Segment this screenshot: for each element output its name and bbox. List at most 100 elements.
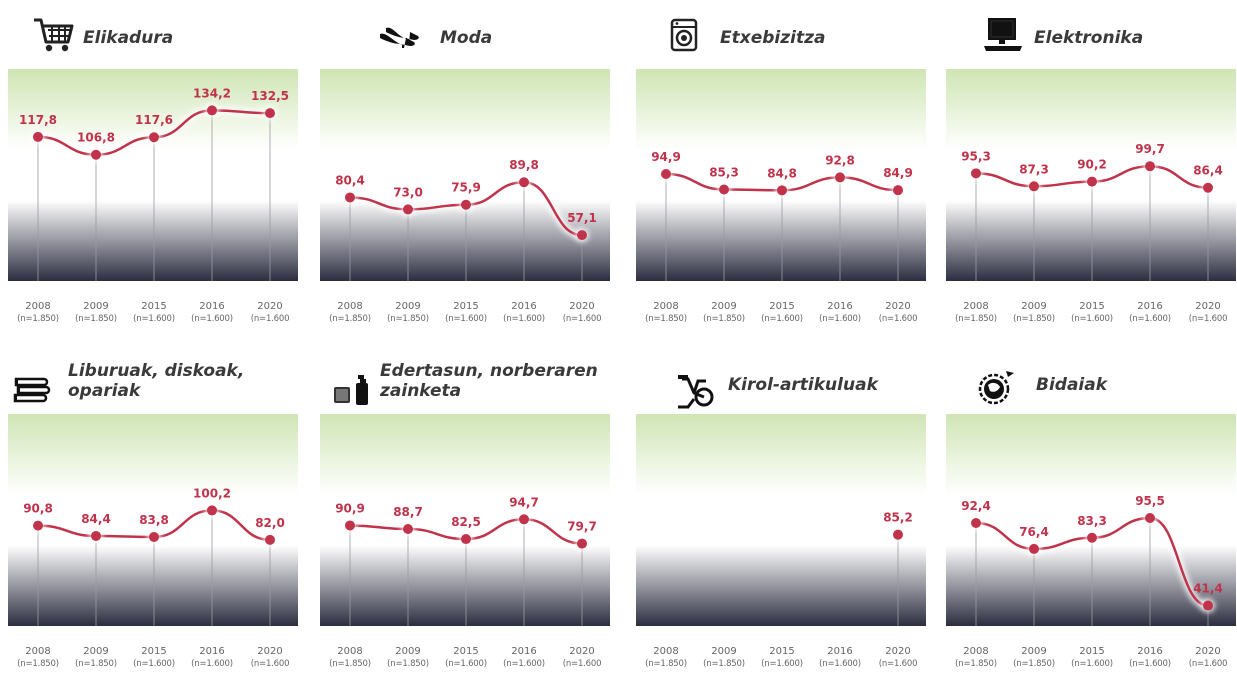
- data-point: [345, 192, 355, 203]
- plot-area: 80,4 73,0 75,9 89,8 57,1: [320, 69, 610, 281]
- data-point: [519, 177, 529, 188]
- year-label: 2008: [963, 646, 989, 657]
- x-tick-label: 2015 (n=1.600): [1057, 645, 1127, 670]
- year-label: 2015: [141, 646, 167, 657]
- data-point: [1087, 532, 1097, 543]
- x-tick-label: 2015 (n=1.600): [119, 645, 189, 670]
- x-tick-label: 2008 (n=1.850): [941, 300, 1011, 325]
- x-tick-label: 2008 (n=1.850): [3, 645, 73, 670]
- data-point: [971, 168, 981, 179]
- plot-area: 90,9 88,7 82,5 94,7 79,7: [320, 414, 610, 626]
- chart-svg: 90,9 88,7 82,5 94,7 79,7: [320, 414, 610, 626]
- data-point: [91, 149, 101, 160]
- plot-area: 94,9 85,3 84,8 92,8 84,9: [636, 69, 926, 281]
- data-point: [577, 230, 587, 241]
- data-label: 88,7: [393, 505, 423, 519]
- data-label: 80,4: [335, 173, 365, 187]
- data-label: 75,9: [451, 181, 481, 195]
- sample-size-label: (n=1.850): [17, 314, 59, 324]
- data-point: [519, 514, 529, 525]
- chart-svg: 90,8 84,4 83,8 100,2 82,0: [8, 414, 298, 626]
- sample-size-label: (n=1.600): [503, 314, 545, 324]
- x-tick-label: 2008 (n=1.850): [315, 645, 385, 670]
- plot-background: [320, 414, 610, 626]
- sample-size-label: (n=1.600: [250, 659, 290, 669]
- data-point: [835, 172, 845, 183]
- year-label: 2008: [25, 301, 51, 312]
- sample-size-label: (n=1.600): [445, 314, 487, 324]
- chart-svg: 80,4 73,0 75,9 89,8 57,1: [320, 69, 610, 281]
- x-tick-label: 2020 (n=1.600: [1173, 645, 1237, 670]
- x-tick-label: 2020 (n=1.600: [1173, 300, 1237, 325]
- x-tick-label: 2008 (n=1.850): [631, 645, 701, 670]
- plot-area: 95,3 87,3 90,2 99,7 86,4: [946, 69, 1236, 281]
- data-label: 90,2: [1077, 158, 1107, 172]
- x-tick-label: 2009 (n=1.850): [999, 300, 1069, 325]
- sample-size-label: (n=1.850): [703, 314, 745, 324]
- panel-title: Liburuak, diskoak, opariak: [68, 361, 245, 401]
- sample-size-label: (n=1.850): [329, 314, 371, 324]
- x-axis-labels: 2008 (n=1.850) 2009 (n=1.850) 2015 (n=1.600) 2…: [636, 300, 926, 334]
- x-tick-label: 2016 (n=1.600): [1115, 645, 1185, 670]
- year-label: 2015: [1079, 646, 1105, 657]
- data-label: 85,3: [709, 166, 739, 180]
- sample-size-label: (n=1.600): [133, 314, 175, 324]
- sample-size-label: (n=1.600: [562, 314, 602, 324]
- data-point: [461, 199, 471, 210]
- data-point: [1203, 182, 1213, 193]
- data-label: 83,8: [139, 513, 169, 527]
- sample-size-label: (n=1.850): [645, 314, 687, 324]
- data-point: [1029, 543, 1039, 554]
- data-label: 95,5: [1135, 494, 1165, 508]
- panel-title: Etxebizitza: [720, 28, 826, 48]
- x-tick-label: 2020 (n=1.600: [235, 645, 305, 670]
- year-label: 2020: [569, 646, 595, 657]
- data-point: [207, 105, 217, 116]
- data-point: [149, 132, 159, 143]
- x-tick-label: 2009 (n=1.850): [689, 645, 759, 670]
- sample-size-label: (n=1.600): [1071, 659, 1113, 669]
- year-label: 2015: [141, 301, 167, 312]
- plot-area: 92,4 76,4 83,3 95,5 41,4: [946, 414, 1236, 626]
- data-point: [1087, 176, 1097, 187]
- sample-size-label: (n=1.850): [1013, 659, 1055, 669]
- sample-size-label: (n=1.850): [387, 314, 429, 324]
- year-label: 2009: [83, 301, 109, 312]
- globe-travel-icon: [972, 365, 1018, 409]
- data-label: 94,9: [651, 150, 681, 164]
- sample-size-label: (n=1.600): [819, 659, 861, 669]
- chart-svg: 92,4 76,4 83,3 95,5 41,4: [946, 414, 1236, 626]
- plot-background: [8, 69, 298, 281]
- data-label: 85,2: [883, 511, 913, 525]
- x-tick-label: 2016 (n=1.600): [177, 645, 247, 670]
- sample-size-label: (n=1.600: [878, 659, 918, 669]
- exercise-bike-icon: [674, 369, 720, 413]
- data-label: 89,8: [509, 158, 539, 172]
- panel-title: Elikadura: [83, 28, 174, 48]
- data-point: [403, 204, 413, 215]
- data-point: [461, 534, 471, 545]
- year-label: 2009: [711, 301, 737, 312]
- sample-size-label: (n=1.850): [75, 314, 117, 324]
- data-label: 90,9: [335, 501, 365, 515]
- data-label: 117,8: [19, 113, 57, 127]
- data-label: 84,4: [81, 512, 111, 526]
- data-point: [893, 529, 903, 540]
- data-point: [1145, 161, 1155, 172]
- data-point: [893, 185, 903, 196]
- chart-svg: 117,8 106,8 117,6 134,2 132,5: [8, 69, 298, 281]
- data-point: [207, 505, 217, 516]
- x-tick-label: 2020 (n=1.600: [863, 300, 933, 325]
- data-point: [661, 168, 671, 179]
- sample-size-label: (n=1.850): [955, 314, 997, 324]
- data-label: 87,3: [1019, 162, 1049, 176]
- sample-size-label: (n=1.850): [387, 659, 429, 669]
- year-label: 2016: [511, 646, 537, 657]
- data-point: [403, 524, 413, 535]
- x-tick-label: 2016 (n=1.600): [489, 645, 559, 670]
- data-label: 41,4: [1193, 582, 1223, 596]
- plot-area: 90,8 84,4 83,8 100,2 82,0: [8, 414, 298, 626]
- data-label: 92,8: [825, 153, 855, 167]
- sample-size-label: (n=1.600: [1188, 314, 1228, 324]
- x-tick-label: 2009 (n=1.850): [999, 645, 1069, 670]
